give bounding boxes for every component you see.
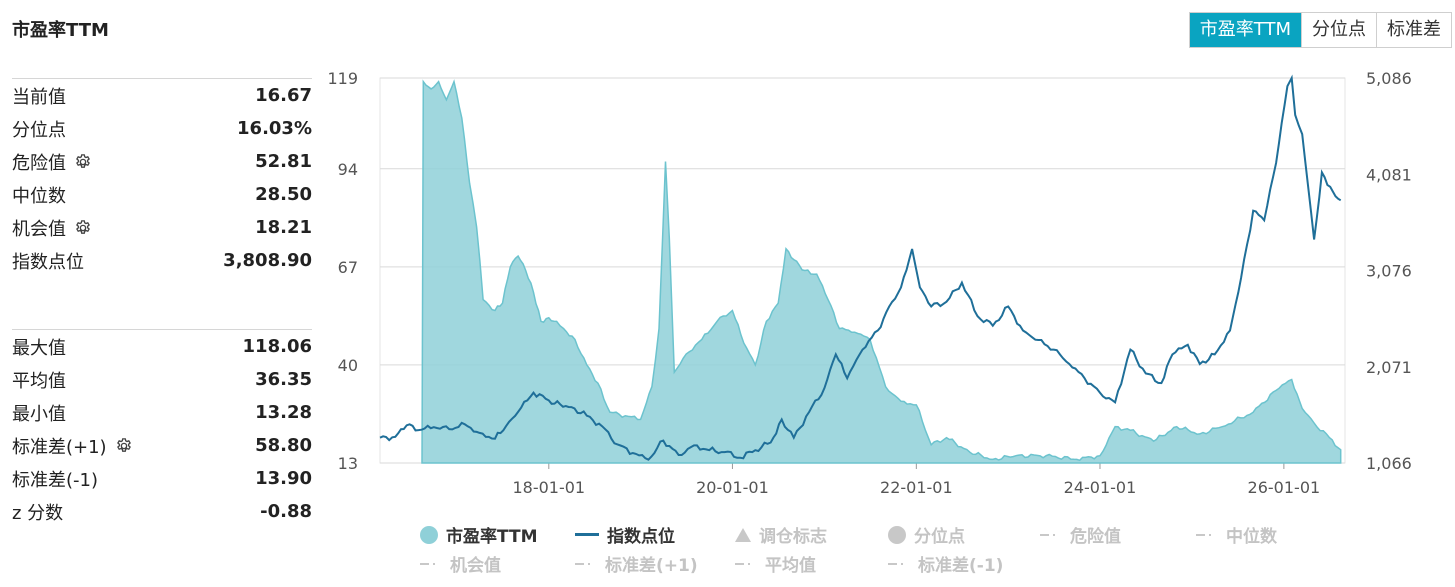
stat-label: 危险值	[12, 152, 66, 174]
dash-line-icon	[735, 562, 757, 565]
line-swatch-icon	[575, 533, 599, 536]
legend-label: 指数点位	[607, 527, 675, 547]
stat-value: 36.35	[255, 369, 312, 390]
y-left-tick-label: 94	[338, 160, 358, 179]
legend-label: 标准差(-1)	[918, 556, 1004, 576]
legend-label: 中位数	[1226, 527, 1277, 547]
stats-panel-top: 当前值 16.67 分位点 16.03% 危险值 52.81 中位数 28.50 机会值 18.2…	[12, 78, 312, 277]
gear-icon[interactable]	[74, 219, 92, 237]
legend-item[interactable]: 指数点位	[575, 522, 675, 547]
gear-icon[interactable]	[115, 437, 133, 455]
y-right-tick-label: 3,076	[1366, 262, 1412, 281]
stat-label: 标准差(+1)	[12, 436, 107, 458]
index-line	[379, 74, 1342, 461]
gear-icon[interactable]	[74, 153, 92, 171]
stat-top-row: 危险值 52.81	[12, 145, 312, 178]
legend-label: 分位点	[914, 527, 965, 547]
stat-value: 118.06	[242, 336, 312, 357]
triangle-icon	[735, 527, 751, 542]
stat-value: 3,808.90	[223, 250, 312, 271]
stat-bottom-row: z 分数 -0.88	[12, 495, 312, 528]
stat-bottom-row: 平均值 36.35	[12, 363, 312, 396]
stat-value: 52.81	[255, 151, 312, 172]
stat-bottom-row: 标准差(-1) 13.90	[12, 462, 312, 495]
y-right-tick-label: 5,086	[1366, 69, 1412, 88]
stat-top-row: 分位点 16.03%	[12, 112, 312, 145]
dash-line-icon	[1196, 533, 1218, 536]
stat-value: 13.28	[255, 402, 312, 423]
y-left-tick-label: 119	[327, 69, 358, 88]
tab-std-dev[interactable]: 标准差	[1376, 13, 1451, 47]
legend-label: 调仓标志	[759, 527, 827, 547]
y-left-tick-label: 13	[338, 454, 358, 473]
x-tick-label: 26-01-01	[1248, 478, 1321, 497]
stat-label: 当前值	[12, 86, 66, 108]
stat-value: 28.50	[255, 184, 312, 205]
legend-item[interactable]: 危险值	[1040, 522, 1121, 547]
stat-bottom-row: 标准差(+1) 58.80	[12, 429, 312, 462]
stats-panel-bottom: 最大值 118.06 平均值 36.35 最小值 13.28 标准差(+1) 58.80 标准差…	[12, 329, 312, 528]
legend-label: 市盈率TTM	[446, 527, 538, 547]
stat-top-row: 当前值 16.67	[12, 79, 312, 112]
stat-label: 最大值	[12, 337, 66, 359]
y-right-tick-label: 4,081	[1366, 165, 1412, 184]
circle-swatch-icon	[888, 525, 906, 544]
legend-label: 危险值	[1070, 527, 1121, 547]
legend-item[interactable]: 调仓标志	[735, 522, 827, 547]
legend-item[interactable]: 机会值	[420, 551, 501, 576]
legend-label: 标准差(+1)	[605, 556, 698, 576]
stat-label: z 分数	[12, 502, 64, 524]
x-tick-label: 24-01-01	[1064, 478, 1137, 497]
stat-value: 18.21	[255, 217, 312, 238]
pe-ttm-area	[421, 79, 1342, 464]
stat-label: 平均值	[12, 370, 66, 392]
legend-label: 平均值	[765, 556, 816, 576]
dash-line-icon	[888, 562, 910, 565]
x-tick-label: 22-01-01	[880, 478, 953, 497]
legend-item[interactable]: 市盈率TTM	[420, 522, 538, 547]
legend-item[interactable]: 标准差(+1)	[575, 551, 698, 576]
stat-top-row: 指数点位 3,808.90	[12, 244, 312, 277]
y-right-tick-label: 1,066	[1366, 454, 1412, 473]
y-left-tick-label: 67	[338, 258, 358, 277]
chart-title: 市盈率TTM	[12, 20, 109, 41]
tab-percentile[interactable]: 分位点	[1301, 13, 1376, 47]
stat-label: 分位点	[12, 119, 66, 141]
stat-value: 16.67	[255, 85, 312, 106]
y-left-tick-label: 40	[338, 356, 358, 375]
circle-swatch-icon	[420, 525, 438, 544]
dash-line-icon	[420, 562, 442, 565]
stat-label: 标准差(-1)	[12, 469, 98, 491]
stat-label: 最小值	[12, 403, 66, 425]
legend-item[interactable]: 分位点	[888, 522, 965, 547]
stat-top-row: 中位数 28.50	[12, 178, 312, 211]
x-tick-label: 20-01-01	[696, 478, 769, 497]
stat-label: 机会值	[12, 218, 66, 240]
legend-item[interactable]: 标准差(-1)	[888, 551, 1003, 576]
x-tick-label: 18-01-01	[512, 478, 585, 497]
dash-line-icon	[1040, 533, 1062, 536]
tab-pe-ttm[interactable]: 市盈率TTM	[1189, 13, 1301, 47]
stat-value: 16.03%	[237, 118, 312, 139]
legend-item[interactable]: 平均值	[735, 551, 816, 576]
stat-value: 13.90	[255, 468, 312, 489]
stat-bottom-row: 最大值 118.06	[12, 330, 312, 363]
stat-top-row: 机会值 18.21	[12, 211, 312, 244]
stat-value: 58.80	[255, 435, 312, 456]
legend-label: 机会值	[450, 556, 501, 576]
stat-label: 指数点位	[12, 251, 84, 273]
dash-line-icon	[575, 562, 597, 565]
y-right-tick-label: 2,071	[1366, 358, 1412, 377]
legend-item[interactable]: 中位数	[1196, 522, 1277, 547]
stat-label: 中位数	[12, 185, 66, 207]
metric-tabs: 市盈率TTM 分位点 标准差	[1188, 12, 1452, 48]
stat-bottom-row: 最小值 13.28	[12, 396, 312, 429]
stat-value: -0.88	[260, 501, 312, 522]
